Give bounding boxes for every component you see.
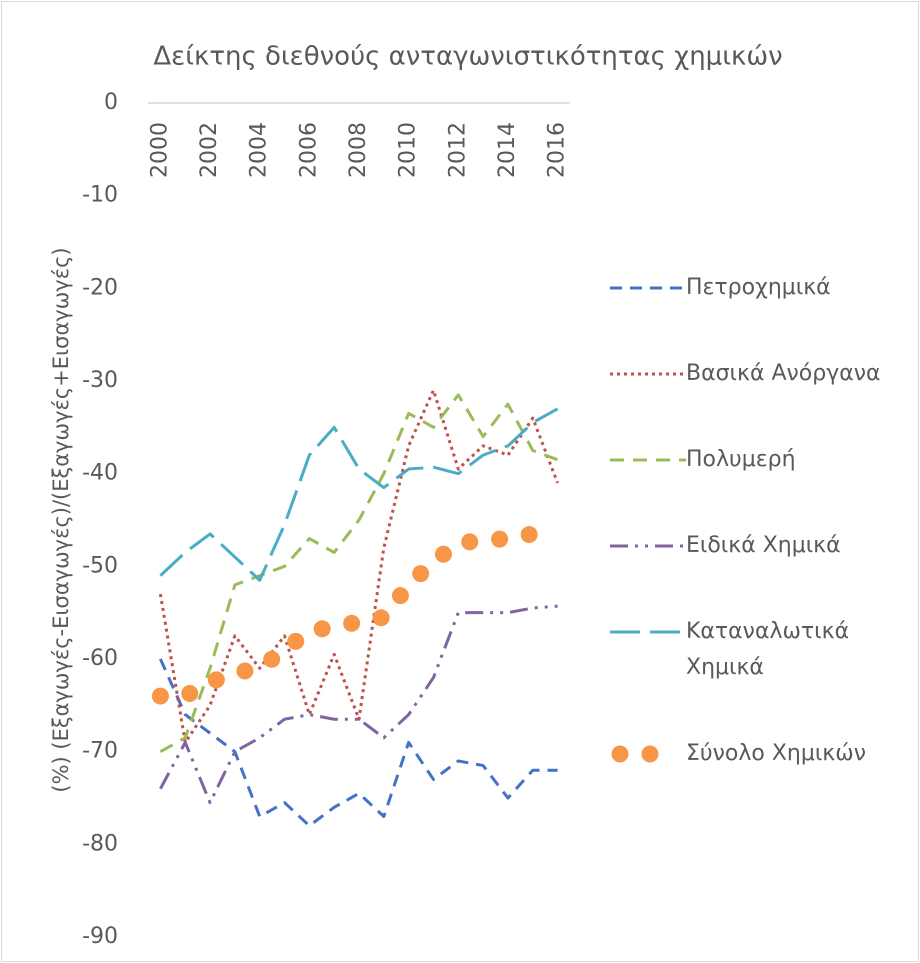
x-tick-label: 2002 <box>197 122 222 178</box>
x-tick-label: 2004 <box>247 122 272 178</box>
legend-label: Καταναλωτικά Χημικά <box>686 619 850 680</box>
x-tick-label: 2006 <box>296 122 321 178</box>
legend-entry: Πετροχημικά <box>606 270 906 306</box>
legend-entry: Ειδικά Χημικά <box>606 528 906 564</box>
y-axis-title: (%) (Εξαγωγές-Εισαγωγές)/(Εξαγωγές+Εισαγ… <box>49 247 73 792</box>
series-line <box>159 604 558 805</box>
x-tick-label: 2010 <box>396 122 421 178</box>
legend-swatch <box>610 286 686 290</box>
x-tick-label: 2016 <box>545 122 570 178</box>
y-tick-label: -50 <box>82 553 118 578</box>
y-tick-label: -70 <box>82 739 118 764</box>
legend-swatch <box>610 458 686 462</box>
series-line <box>159 658 558 828</box>
legend-entry: Βασικά Ανόργανα <box>606 356 906 392</box>
legend-entry: Σύνολο Χημικών <box>606 736 906 772</box>
y-tick-label: -90 <box>82 924 118 949</box>
legend-label: Πολυμερή <box>686 447 796 472</box>
y-tick-label: -60 <box>82 646 118 671</box>
series-line <box>159 407 559 582</box>
legend-label: Ειδικά Χημικά <box>686 533 841 558</box>
legend-entry: Καταναλωτικά Χημικά <box>606 614 906 686</box>
legend-label: Βασικά Ανόργανα <box>686 361 881 386</box>
legend-entry: Πολυμερή <box>606 442 906 478</box>
series-line <box>158 388 559 744</box>
chart-title: Δείκτης διεθνούς ανταγωνιστικότητας χημι… <box>153 42 782 72</box>
legend-swatch <box>610 372 686 376</box>
legend-label: Πετροχημικά <box>686 275 831 300</box>
y-tick-label: -20 <box>82 275 118 300</box>
y-tick-label: -40 <box>82 461 118 486</box>
legend: Πετροχημικά Βασικά Ανόργανα Πολυμερή Ειδικά… <box>606 270 906 822</box>
y-tick-label: -10 <box>82 183 118 208</box>
x-tick-label: 2008 <box>346 122 371 178</box>
y-tick-label: 0 <box>104 90 118 115</box>
legend-swatch <box>610 630 686 634</box>
x-tick-label: 2014 <box>495 122 520 178</box>
legend-swatch <box>610 544 686 548</box>
series-line <box>151 520 567 705</box>
legend-label: Σύνολο Χημικών <box>686 741 866 766</box>
y-tick-label: -30 <box>82 368 118 393</box>
x-tick-label: 2012 <box>445 122 470 178</box>
legend-swatch <box>611 745 686 763</box>
series-line <box>159 393 559 753</box>
y-tick-label: -80 <box>82 831 118 856</box>
x-tick-label: 2000 <box>147 122 172 178</box>
